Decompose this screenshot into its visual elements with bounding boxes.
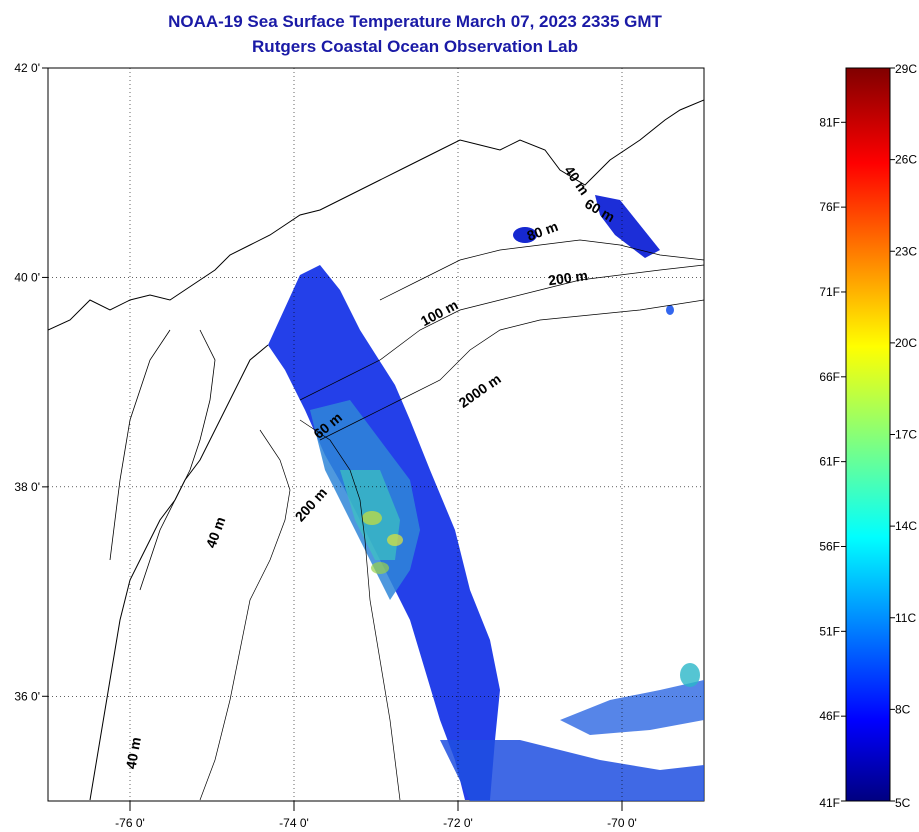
lat-tick-label: 38 0': [14, 480, 40, 494]
colorbar-fahrenheit-label: 41F: [819, 796, 840, 810]
colorbar-celsius-label: 26C: [895, 153, 917, 167]
lat-tick-label: 42 0': [14, 61, 40, 75]
lat-tick-label: 36 0': [14, 689, 40, 703]
lat-lon-grid: [48, 67, 704, 801]
lon-tick-label: -72 0': [443, 816, 473, 830]
lat-tick-label: 40 0': [14, 270, 40, 284]
colorbar-fahrenheit-label: 76F: [819, 200, 840, 214]
colorbar: [845, 67, 891, 802]
colorbar-celsius-label: 17C: [895, 428, 917, 442]
colorbar-celsius-label: 11C: [895, 611, 916, 625]
coastline: [48, 99, 704, 331]
depth-contour-label: 40 m: [123, 736, 144, 770]
colorbar-fahrenheit-label: 51F: [819, 624, 840, 638]
colorbar-fahrenheit-label: 56F: [819, 539, 840, 553]
map-subtitle: Rutgers Coastal Ocean Observation Lab: [252, 37, 578, 56]
colorbar-celsius-label: 29C: [895, 62, 917, 76]
colorbar-fahrenheit-label: 46F: [819, 709, 840, 723]
depth-contour-label: 200 m: [547, 267, 589, 288]
colorbar-fahrenheit-label: 81F: [819, 115, 840, 129]
colorbar-fahrenheit-label: 71F: [819, 285, 840, 299]
colorbar-fahrenheit-label: 61F: [819, 455, 840, 469]
lon-tick-label: -70 0': [607, 816, 637, 830]
sst-swath: [268, 195, 704, 801]
axis-ticks: -76 0' -74 0' -72 0' -70 0' 42 0' 40 0' 38 0' 3…: [14, 61, 636, 830]
colorbar-celsius-label: 5C: [895, 796, 911, 810]
colorbar-celsius-label: 14C: [895, 519, 917, 533]
coastline-south: [89, 344, 269, 801]
lon-tick-label: -76 0': [115, 816, 145, 830]
map-title: NOAA-19 Sea Surface Temperature March 07…: [168, 12, 662, 31]
colorbar-fahrenheit-label: 66F: [819, 370, 840, 384]
colorbar-celsius-label: 23C: [895, 244, 917, 258]
colorbar-celsius-label: 20C: [895, 336, 917, 350]
colorbar-celsius-label: 8C: [895, 702, 911, 716]
lon-tick-label: -74 0': [279, 816, 309, 830]
colorbar-labels: 29C 26C 23C 20C 17C 14C 11C 8C 5C 81F 76F 71F 66F 61F…: [819, 62, 917, 810]
